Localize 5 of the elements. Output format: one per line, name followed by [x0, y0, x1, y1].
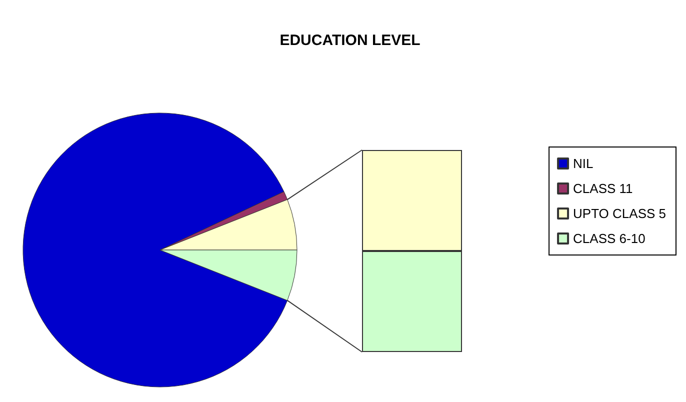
legend-label: NIL — [573, 156, 594, 171]
legend-label: UPTO CLASS 5 — [573, 206, 666, 221]
legend-label: CLASS 11 — [573, 181, 633, 196]
legend-label: CLASS 6-10 — [573, 231, 646, 246]
chart-title: EDUCATION LEVEL — [280, 32, 420, 49]
